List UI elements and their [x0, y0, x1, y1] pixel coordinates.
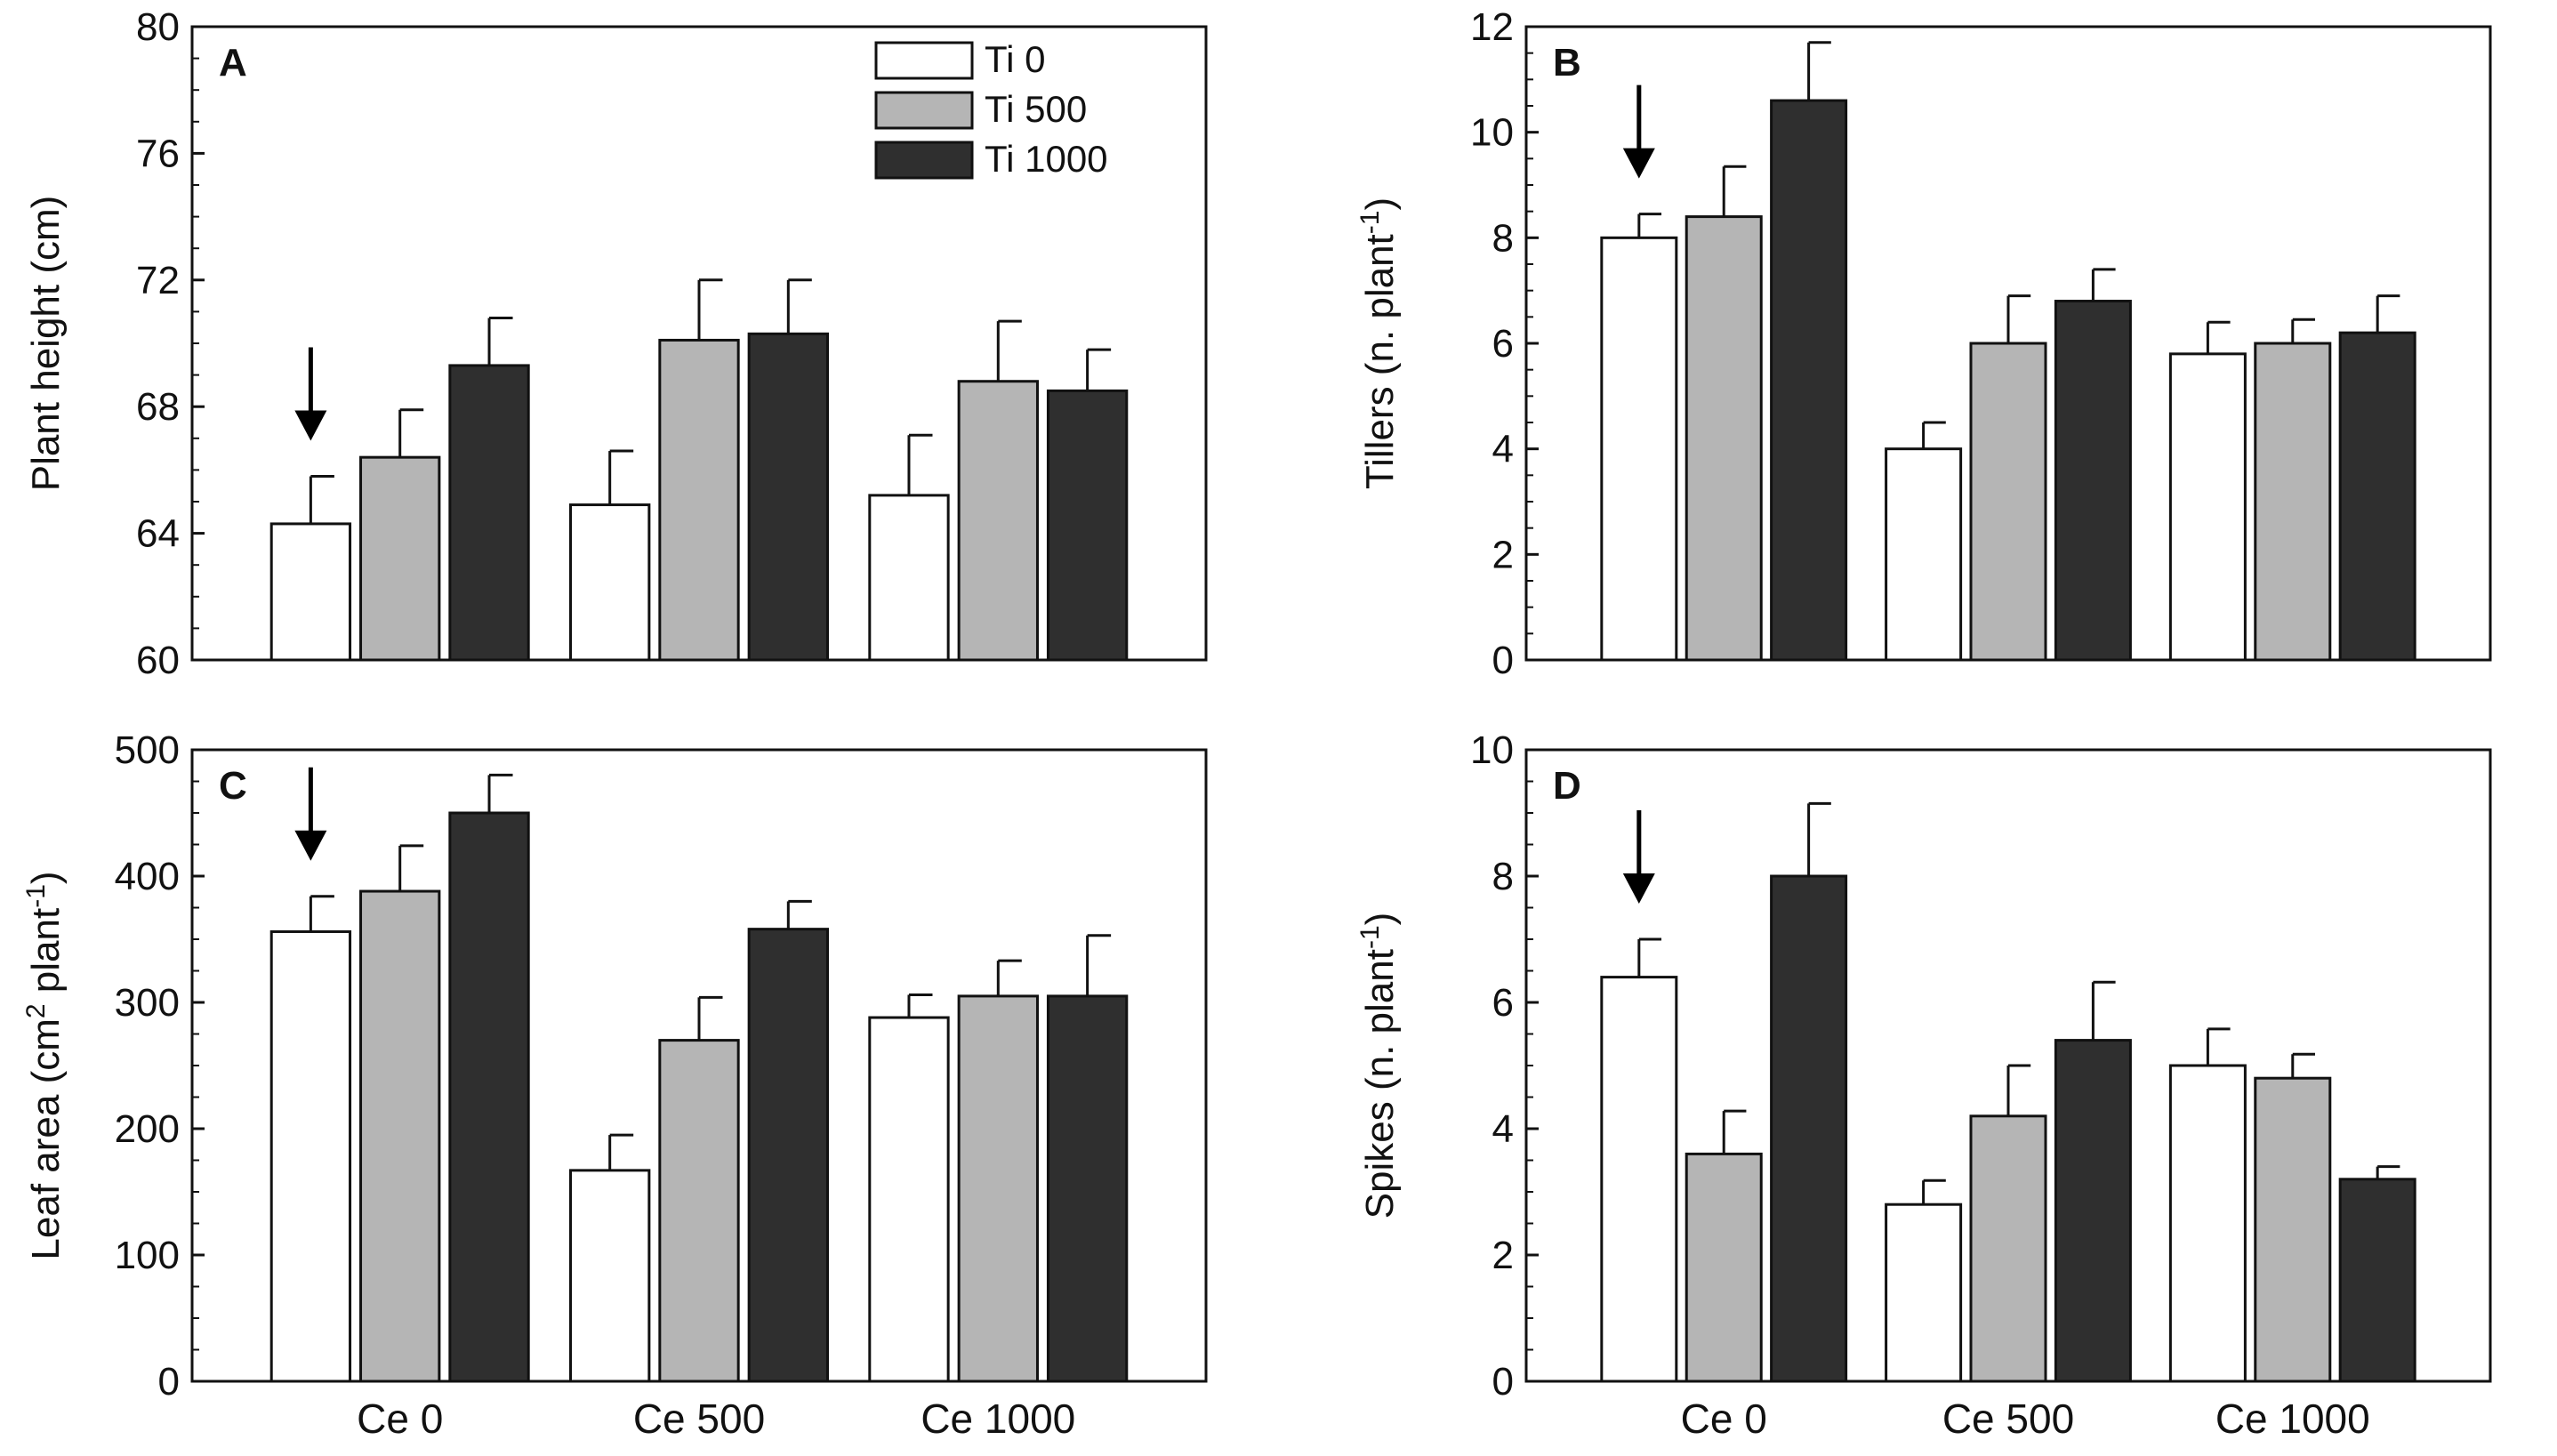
bar [868, 1016, 950, 1383]
bar [1685, 1152, 1763, 1383]
y-tick-label: 60 [136, 639, 180, 682]
panel-letter: A [219, 41, 247, 84]
bar [2254, 342, 2332, 662]
bar [2338, 331, 2416, 662]
legend-label: Ti 1000 [985, 138, 1108, 180]
legend-swatch [874, 41, 974, 80]
y-tick-label: 2 [1492, 533, 1514, 576]
x-category-label: Ce 500 [633, 1396, 765, 1442]
legend-swatch [874, 141, 974, 180]
x-category-label: Ce 1000 [2215, 1396, 2370, 1442]
y-axis-label: Leaf area (cm2 plant-1) [21, 871, 68, 1259]
y-tick-label: 500 [115, 728, 180, 772]
y-tick-label: 0 [158, 1360, 180, 1404]
bar [868, 494, 950, 662]
panel-D: 0 2 4 6 8 10 Spikes (n. plant-1) D Ce 0 Ce 500 Ce … [1355, 728, 2492, 1442]
y-tick-label: 10 [1470, 111, 1514, 155]
bar [2168, 352, 2247, 662]
panel-B: 0 2 4 6 8 10 12 Tillers (n. plant-1) B [1355, 5, 2492, 682]
bar [1770, 99, 1848, 662]
y-tick-label: 6 [1492, 322, 1514, 366]
y-tick-label: 80 [136, 5, 180, 49]
arrow-head [294, 410, 327, 441]
bar [2168, 1064, 2247, 1383]
bar [569, 503, 651, 662]
y-tick-label: 8 [1492, 855, 1514, 898]
bar [1885, 1203, 1963, 1383]
arrow-annotation [1622, 810, 1655, 904]
bar [957, 994, 1039, 1383]
x-category-label: Ce 1000 [921, 1396, 1075, 1442]
bar [747, 928, 829, 1383]
bar [359, 455, 441, 662]
bar [2338, 1178, 2416, 1383]
y-tick-label: 0 [1492, 1360, 1514, 1404]
bar [1685, 215, 1763, 662]
bar [269, 522, 352, 662]
y-tick-label: 12 [1470, 5, 1514, 49]
y-tick-label: 300 [115, 981, 180, 1025]
legend: Ti 0 Ti 500 Ti 1000 [874, 38, 1108, 180]
y-tick-label: 64 [136, 512, 180, 556]
y-tick-label: 0 [1492, 639, 1514, 682]
bar [569, 1169, 651, 1383]
arrow-head [1622, 873, 1655, 904]
bar [1969, 1114, 2047, 1383]
bar [658, 338, 740, 662]
arrow-head [294, 830, 327, 861]
panel-letter: D [1553, 764, 1581, 808]
y-tick-label: 6 [1492, 981, 1514, 1025]
bar [1600, 236, 1678, 662]
y-axis-label: Plant height (cm) [24, 196, 68, 492]
bar [1885, 447, 1963, 662]
panel-A: 60 64 68 72 76 80 Plant height (cm) A Ti 0 Ti 500… [24, 5, 1208, 682]
bar [1770, 874, 1848, 1383]
bar [448, 364, 530, 662]
legend-label: Ti 500 [985, 88, 1087, 130]
bar [359, 889, 441, 1383]
bar [1969, 342, 2047, 662]
x-category-label: Ce 500 [1942, 1396, 2074, 1442]
bar [1046, 994, 1129, 1383]
y-axis-label: Tillers (n. plant-1) [1355, 197, 1402, 489]
y-tick-label: 68 [136, 385, 180, 429]
y-tick-label: 72 [136, 259, 180, 302]
arrow-annotation [294, 767, 327, 861]
bar [2054, 1039, 2132, 1383]
panel-C: 0 100 200 300 400 500 Leaf area (cm2 plant-1) C… [21, 728, 1208, 1442]
arrow-annotation [294, 347, 327, 441]
bar [957, 380, 1039, 662]
y-tick-label: 10 [1470, 728, 1514, 772]
y-tick-label: 2 [1492, 1234, 1514, 1277]
bar [1600, 976, 1678, 1383]
bar [2254, 1076, 2332, 1383]
bar [448, 811, 530, 1383]
y-tick-label: 76 [136, 132, 180, 175]
y-tick-label: 400 [115, 855, 180, 898]
bar [2054, 300, 2132, 662]
y-tick-label: 100 [115, 1234, 180, 1277]
panel-letter: C [219, 764, 247, 808]
legend-label: Ti 0 [985, 38, 1045, 80]
bar [747, 332, 829, 662]
x-category-label: Ce 0 [357, 1396, 443, 1442]
arrow-annotation [1622, 84, 1655, 179]
y-tick-label: 4 [1492, 1107, 1514, 1151]
y-tick-label: 200 [115, 1107, 180, 1151]
panel-letter: B [1553, 41, 1581, 84]
y-axis-label: Spikes (n. plant-1) [1355, 913, 1402, 1219]
y-tick-label: 4 [1492, 428, 1514, 471]
bar [269, 929, 352, 1383]
bar [1046, 389, 1129, 662]
bar [658, 1039, 740, 1383]
arrow-head [1622, 148, 1655, 179]
x-category-label: Ce 0 [1681, 1396, 1767, 1442]
legend-swatch [874, 91, 974, 130]
y-tick-label: 8 [1492, 216, 1514, 260]
